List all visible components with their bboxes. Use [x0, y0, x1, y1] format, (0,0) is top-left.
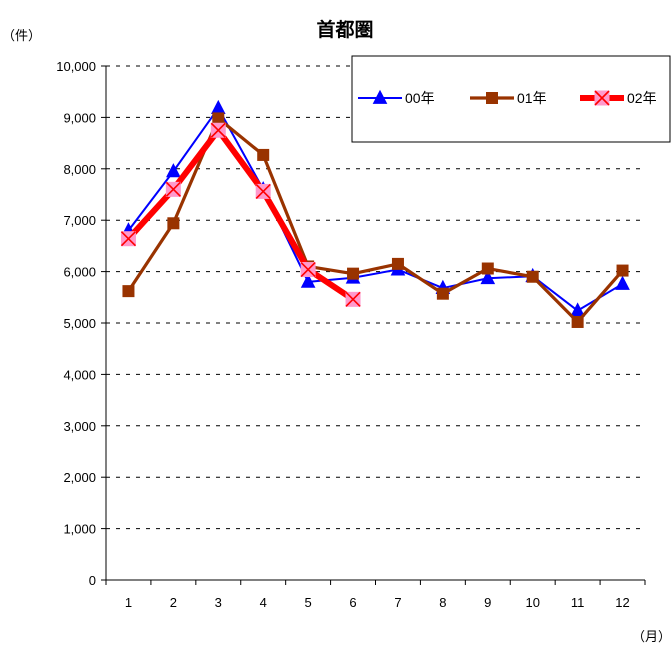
data-point	[257, 148, 270, 161]
x-tick-label: 4	[260, 595, 267, 610]
x-tick-label: 8	[439, 595, 446, 610]
y-tick-label: 3,000	[63, 419, 96, 434]
x-tick-label: 10	[525, 595, 539, 610]
data-point	[615, 275, 630, 290]
data-point	[255, 183, 271, 199]
x-tick-label: 6	[349, 595, 356, 610]
data-point	[481, 262, 494, 275]
marker-cross	[210, 122, 226, 138]
data-point	[210, 99, 226, 115]
data-point	[345, 291, 361, 307]
x-tick-label: 3	[215, 595, 222, 610]
legend-label: 00年	[405, 90, 435, 106]
legend-swatch-marker	[594, 90, 610, 106]
legend-swatch-marker	[372, 89, 388, 104]
data-point	[122, 285, 135, 298]
x-tick-label: 9	[484, 595, 491, 610]
data-point	[391, 257, 404, 270]
data-point	[570, 302, 585, 317]
y-tick-label: 8,000	[63, 162, 96, 177]
data-point	[166, 163, 181, 178]
data-point	[212, 112, 225, 125]
legend-entry: 02年	[580, 90, 657, 106]
y-tick-label: 1,000	[63, 522, 96, 537]
marker-cross	[165, 181, 181, 197]
data-point	[480, 269, 496, 285]
data-point	[120, 231, 137, 247]
series-line	[127, 107, 624, 312]
data-point	[300, 273, 316, 288]
data-point	[300, 261, 316, 278]
x-tick-label: 2	[170, 595, 177, 610]
legend: 00年 01年 02年	[351, 55, 671, 143]
data-point	[347, 267, 360, 280]
chart-title: 首都圏	[316, 18, 373, 41]
marker-cross	[345, 291, 361, 307]
data-point	[165, 181, 181, 197]
y-tick-label: 10,000	[56, 59, 96, 74]
y-tick-label: 7,000	[63, 213, 96, 228]
y-unit-label: （件）	[2, 28, 41, 43]
y-tick-label: 0	[89, 573, 96, 588]
y-tick-label: 6,000	[63, 265, 96, 280]
legend-label: 02年	[627, 90, 657, 106]
data-point	[167, 217, 180, 230]
axis-layer: 0 1,000 2,000 3,000 4,000 5,000 6,000 7,000 8,00…	[56, 59, 646, 610]
marker-cross	[300, 261, 316, 278]
x-tick-label: 5	[305, 595, 312, 610]
data-point	[526, 270, 539, 283]
marker-cross	[594, 90, 610, 106]
data-point	[616, 264, 629, 277]
x-tick-label: 11	[571, 595, 585, 610]
legend-entry: 01年	[470, 90, 547, 106]
x-tick-label: 12	[615, 595, 629, 610]
x-tick-label: 1	[125, 595, 132, 610]
series-layer	[120, 99, 630, 328]
y-tick-label: 4,000	[63, 367, 96, 382]
y-tick-label: 5,000	[63, 316, 96, 331]
series-line	[126, 127, 355, 302]
y-tick-label: 9,000	[63, 110, 96, 125]
x-tick-label: 7	[394, 595, 401, 610]
legend-label: 01年	[517, 90, 547, 106]
y-tick-label: 2,000	[63, 470, 96, 485]
marker-cross	[120, 231, 137, 247]
data-point	[571, 315, 584, 328]
data-point	[436, 287, 449, 300]
data-point	[210, 122, 226, 138]
marker-cross	[255, 183, 271, 199]
legend-entry: 00年	[358, 89, 435, 106]
x-unit-label: （月）	[632, 629, 671, 644]
series-3	[120, 122, 361, 307]
legend-swatch-marker	[486, 92, 498, 104]
